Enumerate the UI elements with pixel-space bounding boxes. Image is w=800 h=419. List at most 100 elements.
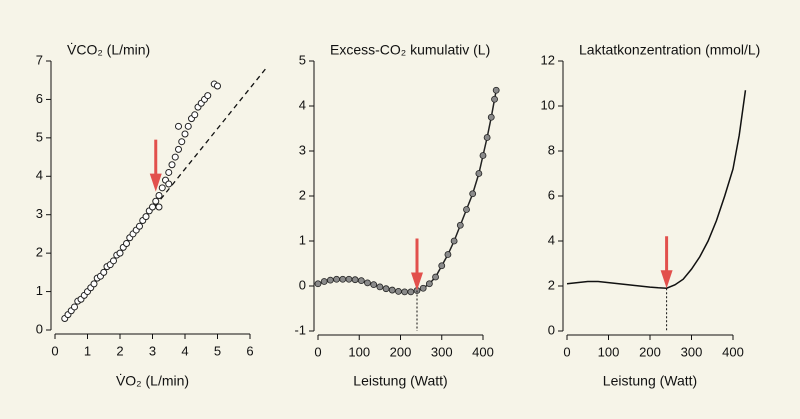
y-tick-label: 6 [36, 91, 43, 106]
data-point [155, 192, 163, 199]
x-axis-label: Leistung (Watt) [353, 373, 447, 389]
x-tick-label: 0 [563, 344, 570, 359]
data-point [181, 130, 189, 138]
data-point [370, 281, 378, 289]
y-tick-label: -1 [294, 322, 306, 337]
y-tick-label: 1 [299, 232, 306, 247]
y-tick-label: 0 [548, 322, 555, 337]
data-point [165, 180, 173, 188]
x-tick-label: 0 [314, 344, 321, 359]
data-point [326, 276, 334, 284]
y-tick-label: 0 [36, 321, 43, 336]
data-point [395, 287, 402, 295]
x-tick-label: 400 [472, 344, 494, 359]
arrow-head [660, 270, 673, 289]
x-tick-label: 300 [431, 344, 453, 359]
arrow-head [411, 272, 423, 291]
x-tick-label: 200 [390, 344, 412, 359]
data-line [566, 90, 747, 290]
data-point [438, 262, 446, 270]
x-tick-label: 6 [246, 343, 253, 358]
data-line [317, 90, 497, 293]
data-point [491, 95, 498, 103]
x-tick-label: 5 [214, 343, 221, 358]
x-tick-label: 100 [348, 344, 370, 359]
data-point [100, 268, 108, 276]
data-point [364, 279, 371, 287]
y-tick-label: 12 [541, 52, 555, 67]
data-point [487, 113, 495, 121]
data-point [479, 152, 487, 159]
y-tick-label: 7 [36, 52, 43, 67]
x-tick-label: 2 [116, 343, 123, 358]
data-point [171, 153, 179, 161]
data-point [407, 288, 415, 296]
data-point [345, 275, 353, 283]
data-point [333, 275, 340, 283]
data-point [90, 280, 98, 288]
data-point [314, 280, 322, 288]
data-point [149, 203, 156, 211]
x-axis-label: Leistung (Watt) [603, 373, 697, 389]
data-point [475, 170, 483, 177]
chart-title: V̇CO₂ (L/min) [67, 42, 150, 58]
data-point [492, 86, 500, 94]
data-point [142, 213, 150, 221]
x-tick-label: 100 [598, 344, 620, 359]
y-tick-label: 1 [36, 283, 43, 298]
data-point [357, 277, 365, 285]
y-tick-label: 3 [36, 206, 43, 221]
data-point [204, 92, 212, 100]
data-point [175, 122, 182, 130]
x-tick-label: 4 [181, 343, 188, 358]
y-tick-label: 4 [36, 168, 43, 183]
x-tick-label: 0 [51, 343, 58, 358]
y-tick-label: 10 [541, 97, 555, 112]
data-point [351, 276, 359, 284]
chart-title: Laktatkonzentration (mmol/L) [579, 42, 760, 58]
data-point [376, 283, 384, 291]
y-tick-label: 4 [548, 232, 555, 247]
x-tick-label: 200 [639, 344, 661, 359]
x-tick-label: 400 [722, 344, 744, 359]
y-tick-label: 3 [299, 142, 306, 157]
data-point [382, 285, 390, 293]
data-point [165, 168, 173, 176]
y-tick-label: 2 [36, 245, 43, 260]
data-point [116, 249, 124, 257]
data-point [419, 284, 427, 292]
data-point [175, 145, 182, 153]
y-tick-label: 8 [548, 142, 555, 157]
arrow-head [149, 173, 162, 192]
data-point [401, 288, 409, 296]
data-point [123, 240, 130, 248]
data-point [191, 111, 199, 119]
data-point [425, 280, 433, 288]
data-point [71, 303, 78, 311]
data-point [168, 161, 176, 169]
y-tick-label: 5 [36, 129, 43, 144]
data-point [136, 222, 143, 230]
data-point [450, 237, 458, 245]
y-tick-label: 5 [299, 52, 306, 67]
y-tick-label: 2 [548, 277, 555, 292]
data-point [178, 138, 186, 146]
x-tick-label: 1 [84, 343, 91, 358]
x-tick-label: 3 [149, 343, 156, 358]
data-point [339, 275, 347, 283]
data-point [469, 190, 477, 198]
data-point [483, 134, 491, 141]
y-tick-label: 6 [548, 187, 555, 202]
y-tick-label: 4 [299, 97, 306, 112]
chart-title: Excess-CO₂ kumulativ (L) [330, 42, 490, 58]
data-point [456, 221, 464, 229]
data-point [158, 184, 166, 192]
x-tick-label: 300 [681, 344, 703, 359]
data-point [432, 273, 439, 281]
data-point [388, 286, 396, 294]
y-tick-label: 0 [299, 277, 306, 292]
data-point [444, 251, 452, 258]
data-point [110, 257, 117, 265]
data-point [155, 203, 163, 211]
